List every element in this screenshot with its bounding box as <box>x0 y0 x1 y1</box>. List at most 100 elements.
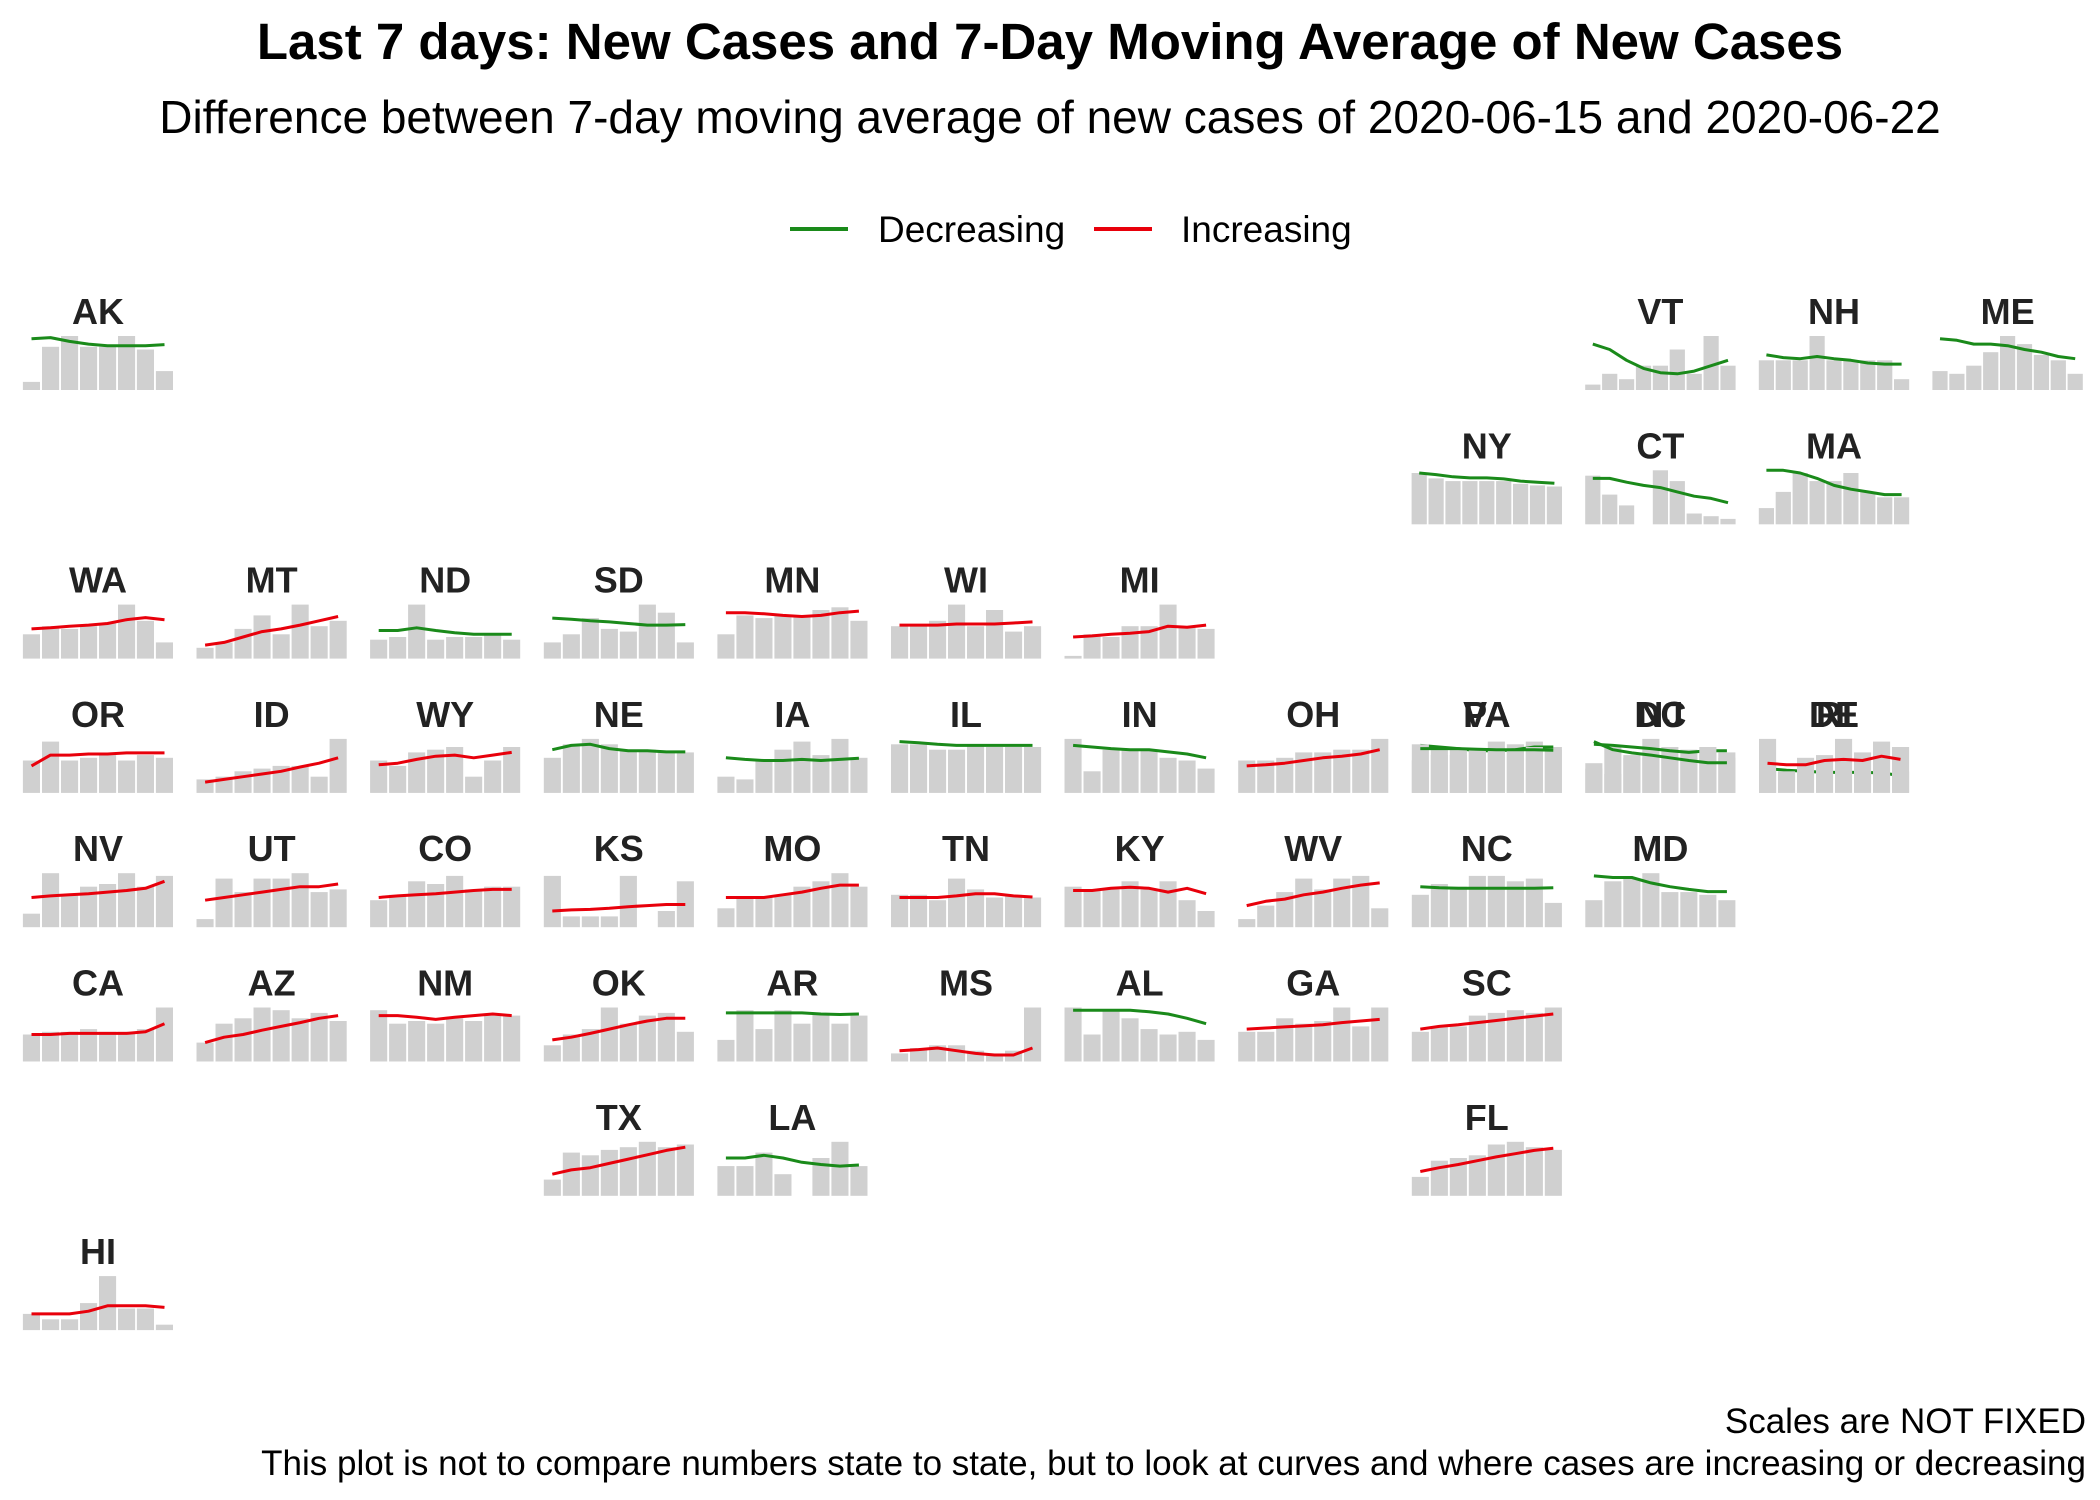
state-label-ky: KY <box>1115 828 1165 869</box>
avg-line-id <box>204 756 339 784</box>
bar-il-3 <box>948 749 966 793</box>
bar-wy-4 <box>446 747 464 793</box>
bar-la-6 <box>831 1141 849 1196</box>
bar-ar-2 <box>755 1029 773 1062</box>
avg-line-ok <box>552 1016 686 1042</box>
bar-nv-4 <box>99 884 117 928</box>
bar-mt-1 <box>215 642 233 659</box>
bar-ak-7 <box>155 371 173 390</box>
avg-line-ia <box>725 756 859 762</box>
bar-ga-2 <box>1276 1018 1294 1062</box>
bar-ca-5 <box>118 1031 136 1062</box>
bar-fl-4 <box>1487 1144 1505 1196</box>
bar-al-0 <box>1064 1007 1082 1062</box>
avg-line-al <box>1073 1008 1207 1026</box>
bar-ny-7 <box>1529 485 1546 525</box>
avg-line-tn <box>899 892 1033 899</box>
bar-tn-1 <box>910 894 928 928</box>
bar-ny-3 <box>1462 481 1478 525</box>
bar-ar-5 <box>812 1012 830 1062</box>
bar-ut-6 <box>310 892 328 928</box>
bar-az-1 <box>215 1023 233 1062</box>
bar-co-7 <box>503 886 521 928</box>
bar-ks-2 <box>581 916 599 928</box>
bar-ak-3 <box>80 346 98 390</box>
bar-in-4 <box>1140 749 1158 793</box>
state-panel-dc: DC <box>1585 694 1736 793</box>
bar-va-3 <box>1468 749 1486 793</box>
bar-al-6 <box>1178 1031 1196 1062</box>
state-label-ks: KS <box>594 828 644 869</box>
state-label-nd: ND <box>419 560 471 601</box>
bar-tx-7 <box>676 1144 694 1196</box>
state-label-wi: WI <box>944 560 988 601</box>
bar-al-2 <box>1102 1010 1120 1062</box>
avg-line-wi <box>899 620 1033 627</box>
bar-sc-7 <box>1544 1007 1562 1062</box>
bar-mo-6 <box>831 873 849 928</box>
bar-md-2 <box>1623 878 1641 928</box>
state-label-fl: FL <box>1465 1097 1509 1138</box>
bar-sc-6 <box>1525 1012 1543 1062</box>
avg-line-ct <box>1592 476 1729 505</box>
bar-ct-8 <box>1720 518 1736 525</box>
bar-nm-0 <box>370 1010 388 1062</box>
bar-tx-0 <box>543 1179 561 1196</box>
bar-ny-2 <box>1445 481 1461 525</box>
bar-ma-2 <box>1792 473 1808 525</box>
bar-il-5 <box>986 747 1004 793</box>
bar-wa-3 <box>80 626 98 659</box>
state-panel-ne: NE <box>543 694 694 793</box>
bar-ne-0 <box>543 757 561 793</box>
bar-fl-3 <box>1468 1155 1486 1196</box>
avg-line-sc <box>1420 1012 1554 1031</box>
bar-hi-4 <box>99 1276 117 1331</box>
state-label-az: AZ <box>248 963 296 1004</box>
bar-md-1 <box>1604 881 1622 928</box>
bar-va-2 <box>1449 749 1467 793</box>
bar-ga-3 <box>1295 1023 1313 1062</box>
bar-ky-7 <box>1197 911 1215 928</box>
bar-mo-4 <box>793 886 811 928</box>
bar-wa-0 <box>22 634 40 659</box>
bar-or-4 <box>99 755 117 793</box>
state-panel-fl: FL <box>1411 1097 1562 1196</box>
bar-dc-3 <box>1642 757 1660 793</box>
bar-id-5 <box>291 765 309 793</box>
bar-ne-2 <box>581 738 599 793</box>
bar-ny-0 <box>1411 473 1427 525</box>
bar-ca-1 <box>42 1031 60 1062</box>
bar-az-5 <box>291 1018 309 1062</box>
state-panel-az: AZ <box>196 963 347 1062</box>
bar-ct-7 <box>1703 516 1719 525</box>
bar-mi-5 <box>1159 604 1177 659</box>
bar-ma-4 <box>1826 481 1842 525</box>
bar-vt-3 <box>1635 365 1652 390</box>
state-panel-ga: GA <box>1238 963 1389 1062</box>
bar-tn-7 <box>1024 897 1042 928</box>
bar-ga-0 <box>1238 1031 1256 1062</box>
bar-ak-6 <box>136 349 154 390</box>
bar-mt-4 <box>272 634 290 659</box>
bar-me-3 <box>1983 352 1999 390</box>
bar-ia-0 <box>717 776 735 793</box>
state-label-wv: WV <box>1284 828 1342 869</box>
bar-az-7 <box>329 1021 347 1062</box>
state-label-nv: NV <box>73 828 123 869</box>
bar-in-7 <box>1197 768 1215 793</box>
bar-ms-0 <box>891 1053 909 1062</box>
bar-nh-6 <box>1860 360 1876 390</box>
bar-ks-1 <box>562 916 580 928</box>
bar-ut-0 <box>196 919 214 928</box>
bar-mi-0 <box>1064 655 1082 659</box>
bar-nc-3 <box>1468 875 1486 928</box>
state-panel-wv: WV <box>1238 828 1389 928</box>
bar-id-7 <box>329 738 347 793</box>
bar-md-3 <box>1642 873 1660 928</box>
state-panel-ms: MS <box>891 963 1042 1062</box>
bar-az-2 <box>234 1018 252 1062</box>
caption-scales-note: Scales are NOT FIXED <box>1724 1402 2086 1441</box>
state-panel-al: AL <box>1064 963 1215 1062</box>
bar-oh-4 <box>1314 752 1332 793</box>
